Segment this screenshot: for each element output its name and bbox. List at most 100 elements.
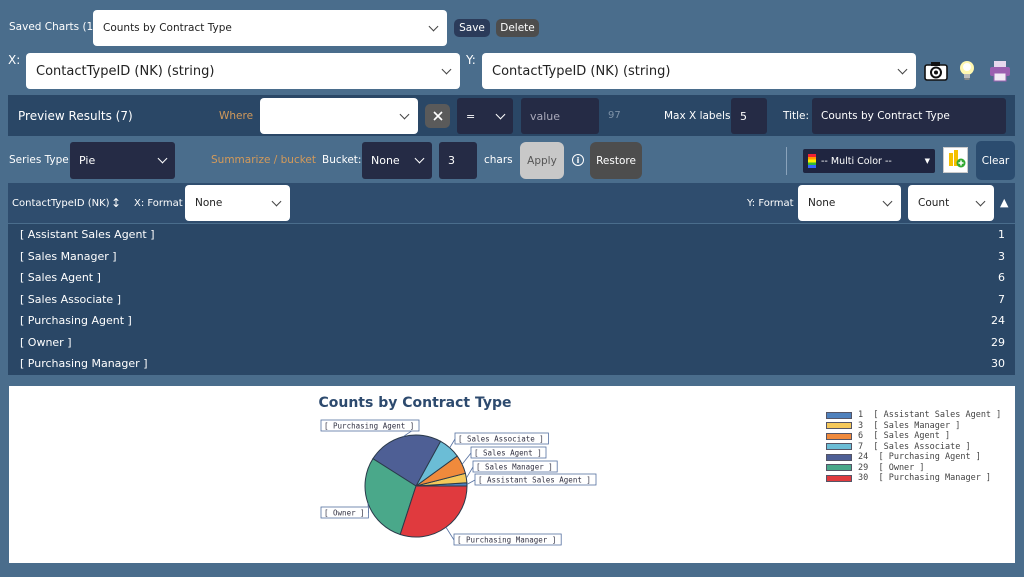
chevron-down-icon xyxy=(495,109,506,119)
legend-item[interactable]: 1 [ Assistant Sales Agent ] xyxy=(826,410,1001,421)
table-row[interactable]: [ Sales Manager ] 3 xyxy=(8,246,1015,268)
callout-label: [ Purchasing Agent ] xyxy=(324,422,414,431)
camera-icon[interactable] xyxy=(924,60,948,82)
callout-box xyxy=(472,460,558,473)
lightbulb-icon[interactable] xyxy=(958,59,976,83)
series-type-select[interactable]: Pie xyxy=(70,142,175,179)
operator-value: = xyxy=(466,109,476,123)
info-icon[interactable]: i xyxy=(572,154,584,166)
title-label: Title: xyxy=(783,110,810,122)
x-format-select[interactable]: None xyxy=(185,185,290,221)
chars-label: chars xyxy=(484,154,513,166)
chevron-down-icon xyxy=(882,196,893,206)
restore-button[interactable]: Restore xyxy=(590,142,642,179)
summarize-bucket-label[interactable]: Summarize / bucket xyxy=(211,154,317,166)
pie-slice[interactable] xyxy=(372,434,442,487)
chevron-down-icon xyxy=(399,109,410,119)
x-format-label: X: Format xyxy=(134,198,183,209)
legend-item[interactable]: 3 [ Sales Manager ] xyxy=(826,421,1001,432)
max-x-labels-input[interactable]: 5 xyxy=(731,98,767,134)
column-header-label: ContactTypeID (NK) xyxy=(12,198,110,209)
title-input[interactable]: Counts by Contract Type xyxy=(812,98,1006,134)
apply-button[interactable]: Apply xyxy=(520,142,564,179)
chevron-down-icon xyxy=(414,153,425,164)
where-select[interactable] xyxy=(260,98,418,134)
pie-chart[interactable]: [ Assistant Sales Agent ] [ Sales Manager… xyxy=(9,386,821,563)
chars-value: 3 xyxy=(448,154,455,167)
legend-item[interactable]: 6 [ Sales Agent ] xyxy=(826,431,1001,442)
add-chart-icon xyxy=(948,150,965,168)
row-label: [ Sales Associate ] xyxy=(20,292,121,306)
callout-box xyxy=(474,473,597,486)
row-label: [ Assistant Sales Agent ] xyxy=(20,228,155,242)
bucket-label: Bucket: xyxy=(322,154,362,166)
legend-item[interactable]: 30 [ Purchasing Manager ] xyxy=(826,473,1001,484)
collapse-up-icon[interactable]: ▲ xyxy=(1000,196,1009,209)
legend-item[interactable]: 29 [ Owner ] xyxy=(826,463,1001,474)
title-value: Counts by Contract Type xyxy=(821,110,950,122)
callout-line xyxy=(449,438,456,448)
callout-line xyxy=(466,479,476,485)
legend-swatch xyxy=(826,411,852,419)
add-series-button[interactable] xyxy=(943,147,968,173)
row-value: 30 xyxy=(991,357,1005,371)
table-row[interactable]: [ Sales Associate ] 7 xyxy=(8,289,1015,311)
operator-select[interactable]: = xyxy=(457,98,513,134)
saved-charts-value: Counts by Contract Type xyxy=(103,22,232,34)
row-value: 3 xyxy=(998,249,1005,263)
save-button[interactable]: Save xyxy=(454,19,490,37)
legend-item[interactable]: 7 [ Sales Associate ] xyxy=(826,442,1001,453)
series-type-label: Series Type: xyxy=(9,154,73,166)
palette-select[interactable]: -- Multi Color -- ▼ xyxy=(803,149,935,173)
bucket-value: None xyxy=(371,154,400,167)
y-format-label: Y: Format xyxy=(747,198,794,209)
x-axis-value: ContactTypeID (NK) (string) xyxy=(36,63,215,79)
saved-charts-select[interactable]: Counts by Contract Type xyxy=(93,10,447,46)
max-x-labels-value: 5 xyxy=(740,109,747,123)
where-label: Where xyxy=(219,110,254,122)
y-format-select[interactable]: None xyxy=(798,185,901,221)
delete-button[interactable]: Delete xyxy=(496,19,539,37)
legend-label: 3 [ Sales Manager ] xyxy=(858,420,961,431)
callout-line xyxy=(466,466,474,479)
clear-button[interactable]: Clear xyxy=(976,141,1015,180)
chars-input[interactable]: 3 xyxy=(439,142,477,179)
legend-swatch xyxy=(826,422,852,430)
legend-label: 30 [ Purchasing Manager ] xyxy=(858,473,992,484)
palette-value: -- Multi Color -- xyxy=(821,155,892,167)
callout-box xyxy=(320,419,420,432)
clear-where-button[interactable] xyxy=(425,104,450,128)
pie-slice[interactable] xyxy=(399,485,468,538)
bucket-select[interactable]: None xyxy=(362,142,432,179)
legend-swatch xyxy=(826,453,852,461)
chevron-down-icon xyxy=(428,21,439,31)
close-icon xyxy=(432,111,443,121)
legend-label: 29 [ Owner ] xyxy=(858,462,925,473)
max-x-labels-label: Max X labels: xyxy=(664,110,734,122)
callout-box xyxy=(453,533,562,546)
y-axis-select[interactable]: ContactTypeID (NK) (string) xyxy=(482,53,916,89)
where-value-input[interactable]: value xyxy=(521,98,599,134)
callout-box xyxy=(454,432,549,445)
table-row[interactable]: [ Owner ] 29 xyxy=(8,332,1015,354)
rainbow-icon xyxy=(808,154,816,168)
x-axis-label: X: xyxy=(8,53,21,67)
legend-swatch xyxy=(826,432,852,440)
table-row[interactable]: [ Purchasing Agent ] 24 xyxy=(8,310,1015,332)
table-row[interactable]: [ Purchasing Manager ] 30 xyxy=(8,353,1015,375)
legend-swatch xyxy=(826,474,852,482)
table-row[interactable]: [ Sales Agent ] 6 xyxy=(8,267,1015,289)
callout-box xyxy=(470,446,547,459)
callout-label: [ Owner ] xyxy=(324,509,365,518)
y-axis-label: Y: xyxy=(466,53,476,67)
legend-item[interactable]: 24 [ Purchasing Agent ] xyxy=(826,452,1001,463)
print-icon[interactable] xyxy=(988,60,1012,82)
sort-icon[interactable]: ↕ xyxy=(111,196,122,210)
x-axis-select[interactable]: ContactTypeID (NK) (string) xyxy=(26,53,460,89)
callout-line xyxy=(461,452,472,465)
preview-results-label[interactable]: Preview Results (7) xyxy=(18,109,133,123)
row-count-hint: 97 xyxy=(608,110,621,121)
table-row[interactable]: [ Assistant Sales Agent ] 1 xyxy=(8,224,1015,246)
aggregate-select[interactable]: Count xyxy=(908,185,994,221)
results-table: [ Assistant Sales Agent ] 1 [ Sales Manag… xyxy=(8,224,1015,375)
